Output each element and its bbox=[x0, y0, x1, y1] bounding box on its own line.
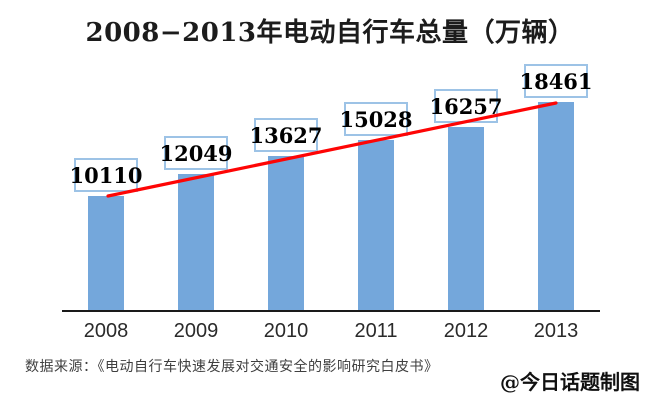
bar bbox=[358, 140, 394, 310]
bar bbox=[268, 156, 304, 310]
bar-value-label: 15028 bbox=[339, 102, 413, 136]
bar-value-label: 12049 bbox=[159, 136, 233, 170]
bar bbox=[538, 102, 574, 310]
x-axis-tick-label: 2008 bbox=[83, 320, 129, 342]
author-credit: @今日话题制图 bbox=[500, 370, 640, 394]
x-axis-tick-label: 2012 bbox=[443, 320, 489, 342]
x-axis-line bbox=[62, 310, 600, 312]
x-axis-tick-label: 2010 bbox=[263, 320, 309, 342]
bar-value-label: 18461 bbox=[519, 64, 593, 98]
x-axis-tick-label: 2013 bbox=[533, 320, 579, 342]
data-source-note: 数据来源：《电动自行车快速发展对交通安全的影响研究白皮书》 bbox=[25, 358, 439, 374]
x-axis-tick-label: 2011 bbox=[354, 320, 398, 342]
bar bbox=[178, 174, 214, 310]
chart-title: 2008−2013年电动自行车总量（万辆） bbox=[85, 18, 575, 48]
bar bbox=[448, 127, 484, 310]
x-axis-tick-label: 2009 bbox=[173, 320, 219, 342]
bar-value-label: 10110 bbox=[69, 158, 143, 192]
bar-value-label: 16257 bbox=[429, 89, 503, 123]
bar-value-label: 13627 bbox=[249, 118, 323, 152]
bar bbox=[88, 196, 124, 310]
